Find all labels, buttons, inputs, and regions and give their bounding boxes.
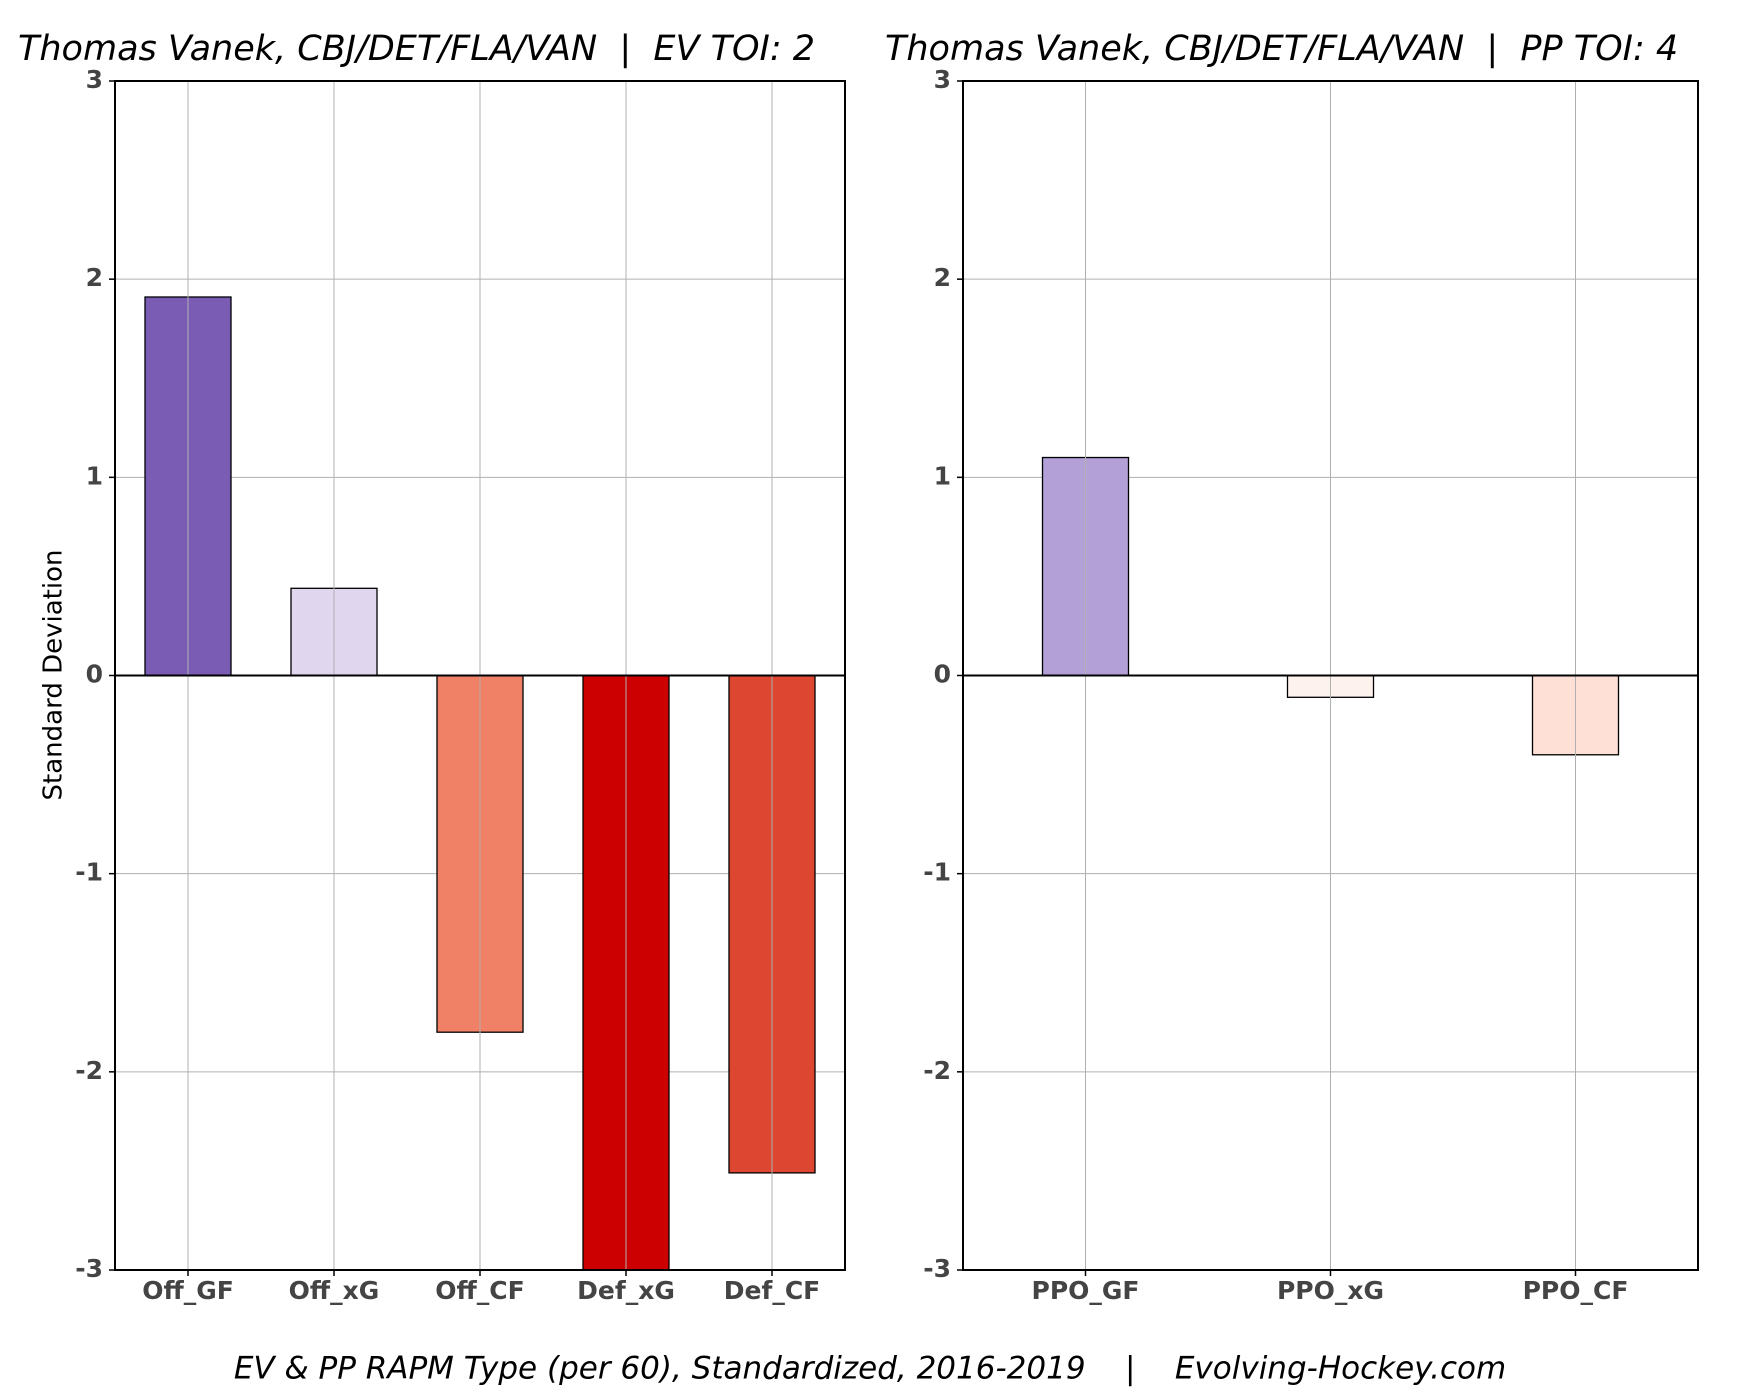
y-tick-label: -1 bbox=[923, 858, 951, 887]
x-tick-label: PPO_CF bbox=[1523, 1276, 1629, 1305]
plot-frame bbox=[114, 80, 846, 1271]
x-tick-label: Def_xG bbox=[577, 1276, 675, 1305]
y-tick-label: -2 bbox=[75, 1056, 103, 1085]
y-tick-label: -2 bbox=[923, 1056, 951, 1085]
y-tick-label: 0 bbox=[86, 660, 103, 689]
x-tick-label: Off_xG bbox=[289, 1276, 380, 1305]
y-tick-label: 0 bbox=[934, 660, 951, 689]
x-tick-label: Off_GF bbox=[142, 1276, 234, 1305]
y-tick-label: -3 bbox=[75, 1254, 103, 1283]
y-tick-label: -3 bbox=[923, 1254, 951, 1283]
x-tick-label: Def_CF bbox=[724, 1276, 821, 1305]
y-tick-label: 1 bbox=[86, 461, 103, 490]
y-tick-label: 2 bbox=[934, 263, 951, 292]
y-tick-label: 1 bbox=[934, 461, 951, 490]
x-tick-label: PPO_xG bbox=[1277, 1276, 1384, 1305]
chart-title: Thomas Vanek, CBJ/DET/FLA/VAN | EV TOI: … bbox=[18, 29, 815, 69]
y-axis-label: Standard Deviation bbox=[39, 550, 69, 801]
y-tick-label: 3 bbox=[86, 65, 103, 94]
chart-title: Thomas Vanek, CBJ/DET/FLA/VAN | PP TOI: … bbox=[885, 29, 1678, 69]
plot-frame bbox=[962, 80, 1699, 1271]
y-tick-label: 3 bbox=[934, 65, 951, 94]
y-tick-label: 2 bbox=[86, 263, 103, 292]
y-tick-label: -1 bbox=[75, 858, 103, 887]
x-tick-label: Off_CF bbox=[435, 1276, 524, 1305]
x-tick-label: PPO_GF bbox=[1032, 1276, 1140, 1305]
caption: EV & PP RAPM Type (per 60), Standardized… bbox=[234, 1351, 1506, 1387]
